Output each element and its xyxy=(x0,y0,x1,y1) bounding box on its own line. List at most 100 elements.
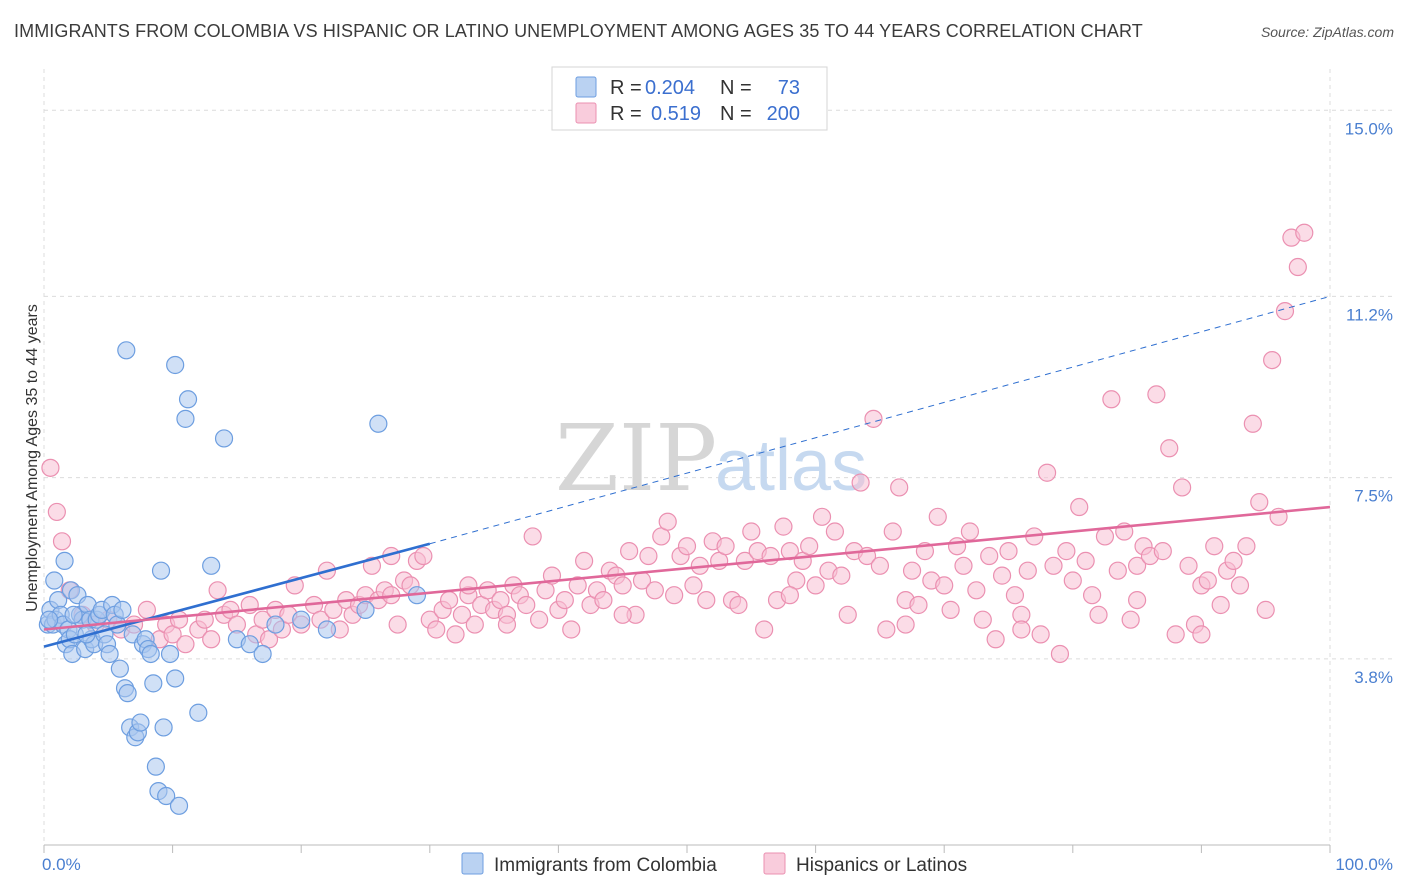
point-colombia xyxy=(169,796,189,815)
point-colombia xyxy=(176,409,195,428)
point-hispanics xyxy=(1166,625,1185,644)
trend-hispanics xyxy=(43,505,1331,631)
point-colombia xyxy=(253,644,272,664)
point-hispanics xyxy=(1076,551,1095,571)
point-hispanics xyxy=(41,458,60,477)
source-credit: Source: ZipAtlas.com xyxy=(1260,24,1394,40)
grid-lines xyxy=(43,69,1392,845)
point-hispanics xyxy=(716,537,735,556)
point-hispanics xyxy=(1179,556,1198,575)
point-hispanics xyxy=(1250,493,1269,512)
point-hispanics xyxy=(825,522,844,541)
point-hispanics xyxy=(169,610,189,629)
point-hispanics xyxy=(954,556,973,575)
legend-r-value: 0.204 xyxy=(645,77,695,99)
point-hispanics xyxy=(864,409,883,428)
x-axis-ticks: 0.0% 100.0% xyxy=(42,845,1393,874)
point-hispanics xyxy=(1050,644,1070,664)
point-hispanics xyxy=(902,561,922,580)
point-hispanics xyxy=(1263,350,1282,370)
point-hispanics xyxy=(1057,542,1076,561)
x-tick-label: 100.0% xyxy=(1335,855,1393,874)
y-tick-label: 3.8% xyxy=(1354,668,1393,687)
point-hispanics xyxy=(1211,595,1230,615)
point-hispanics xyxy=(176,635,195,654)
point-hispanics xyxy=(1095,527,1115,546)
point-hispanics xyxy=(388,615,407,634)
point-hispanics xyxy=(1295,223,1314,242)
point-hispanics xyxy=(202,630,221,649)
point-hispanics xyxy=(774,517,793,536)
trend-colombia xyxy=(43,542,431,648)
point-hispanics xyxy=(729,595,748,615)
point-hispanics xyxy=(1160,439,1179,458)
point-colombia xyxy=(146,757,165,776)
point-hispanics xyxy=(780,586,799,605)
y-tick-label: 7.5% xyxy=(1354,487,1393,506)
point-hispanics xyxy=(851,473,870,492)
bottom-legend-swatch-blue xyxy=(461,852,484,875)
point-hispanics xyxy=(52,532,72,551)
y-tick-label: 11.2% xyxy=(1346,305,1393,324)
point-hispanics xyxy=(890,478,909,497)
point-hispanics xyxy=(568,576,587,595)
watermark-zip: ZIP xyxy=(555,405,717,512)
legend-r-label: R = xyxy=(610,103,642,125)
point-hispanics xyxy=(973,610,992,629)
legend-r-label: R = xyxy=(610,77,642,99)
legend-swatch-blue xyxy=(575,76,597,98)
point-hispanics xyxy=(439,590,459,610)
point-hispanics xyxy=(928,507,947,526)
point-hispanics xyxy=(1198,571,1217,590)
point-colombia xyxy=(160,644,180,664)
point-hispanics xyxy=(1070,497,1089,517)
point-colombia xyxy=(110,659,129,678)
point-hispanics xyxy=(497,615,517,634)
point-hispanics xyxy=(446,625,465,644)
point-hispanics xyxy=(986,630,1005,649)
point-hispanics xyxy=(684,576,703,595)
bottom-legend-label-colombia: Immigrants from Colombia xyxy=(494,855,717,876)
point-hispanics xyxy=(1082,586,1102,605)
point-colombia xyxy=(214,429,234,448)
point-hispanics xyxy=(838,605,857,624)
point-hispanics xyxy=(613,576,632,595)
bottom-legend-swatch-pink xyxy=(763,852,786,875)
point-hispanics xyxy=(1005,586,1025,605)
point-hispanics xyxy=(137,600,156,619)
point-colombia xyxy=(100,644,119,664)
point-colombia xyxy=(117,341,136,360)
point-colombia xyxy=(166,355,185,375)
point-colombia xyxy=(64,605,83,624)
point-colombia xyxy=(141,644,160,664)
point-hispanics xyxy=(658,512,677,531)
bottom-legend: Immigrants from Colombia Hispanics or La… xyxy=(461,852,967,876)
point-hispanics xyxy=(517,595,536,615)
point-hispanics xyxy=(812,507,832,526)
point-colombia xyxy=(202,556,221,575)
point-hispanics xyxy=(1224,551,1243,571)
trend-colombia-extrapolated xyxy=(429,295,1331,545)
point-hispanics xyxy=(832,566,851,585)
point-hispanics xyxy=(1102,390,1121,409)
point-hispanics xyxy=(594,590,613,610)
point-hispanics xyxy=(967,581,986,600)
point-hispanics xyxy=(575,551,594,571)
point-hispanics xyxy=(1044,556,1063,575)
point-colombia xyxy=(369,414,388,433)
point-hispanics xyxy=(755,620,774,639)
point-colombia xyxy=(292,610,311,629)
point-hispanics xyxy=(47,502,66,522)
point-hispanics xyxy=(1288,257,1307,277)
point-hispanics xyxy=(1063,571,1082,590)
bottom-legend-label-hispanics: Hispanics or Latinos xyxy=(796,855,967,876)
point-hispanics xyxy=(1243,414,1262,433)
watermark: ZIP atlas xyxy=(555,405,867,512)
legend-n-value: 73 xyxy=(778,77,800,99)
point-colombia xyxy=(240,635,259,654)
point-hispanics xyxy=(806,576,825,595)
point-hispanics xyxy=(1256,600,1275,619)
point-colombia xyxy=(166,669,185,688)
legend-r-value: 0.519 xyxy=(651,103,701,125)
